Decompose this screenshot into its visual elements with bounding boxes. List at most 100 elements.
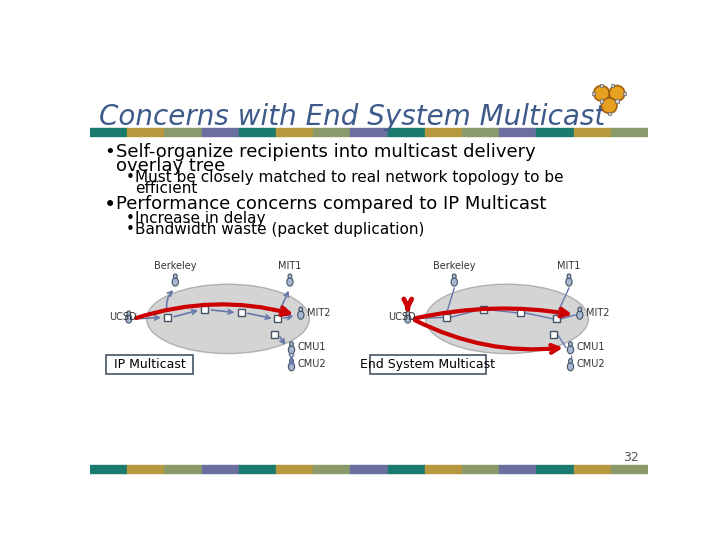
Bar — [499, 128, 536, 136]
Bar — [164, 128, 202, 136]
FancyBboxPatch shape — [274, 315, 281, 322]
Text: Self-organize recipients into multicast delivery: Self-organize recipients into multicast … — [117, 143, 536, 161]
FancyBboxPatch shape — [517, 309, 523, 316]
Text: •: • — [104, 143, 114, 161]
Text: •: • — [126, 222, 135, 237]
Text: CMU2: CMU2 — [577, 359, 606, 369]
Bar — [624, 92, 626, 95]
Ellipse shape — [287, 278, 293, 286]
Ellipse shape — [297, 311, 304, 319]
Ellipse shape — [172, 278, 179, 286]
Ellipse shape — [569, 359, 572, 363]
Bar — [608, 112, 611, 115]
Bar — [425, 128, 462, 136]
Ellipse shape — [452, 274, 456, 279]
FancyBboxPatch shape — [107, 355, 193, 374]
Bar — [127, 465, 164, 473]
Bar — [574, 128, 611, 136]
Text: MIT1: MIT1 — [557, 261, 580, 271]
Text: Bandwidth waste (packet duplication): Bandwidth waste (packet duplication) — [135, 222, 424, 237]
FancyBboxPatch shape — [271, 331, 278, 338]
Ellipse shape — [405, 315, 411, 323]
Bar — [593, 92, 595, 95]
Text: Berkeley: Berkeley — [433, 261, 475, 271]
Bar — [574, 465, 611, 473]
FancyArrowPatch shape — [136, 315, 159, 320]
Ellipse shape — [569, 342, 572, 346]
FancyArrowPatch shape — [415, 308, 568, 318]
Bar — [351, 128, 387, 136]
Bar — [239, 128, 276, 136]
FancyBboxPatch shape — [164, 314, 171, 321]
FancyArrowPatch shape — [415, 320, 559, 353]
Text: CMU2: CMU2 — [297, 359, 326, 369]
Text: •: • — [126, 211, 135, 226]
Bar — [387, 465, 425, 473]
Bar — [313, 465, 351, 473]
Ellipse shape — [451, 278, 457, 286]
Bar — [611, 465, 648, 473]
FancyArrowPatch shape — [166, 292, 172, 311]
Bar — [462, 465, 499, 473]
Text: efficient: efficient — [135, 181, 197, 196]
Ellipse shape — [578, 307, 582, 312]
Text: Concerns with End System Multicast: Concerns with End System Multicast — [99, 103, 606, 131]
Bar — [425, 465, 462, 473]
Bar — [127, 128, 164, 136]
FancyBboxPatch shape — [480, 306, 487, 313]
Bar — [351, 465, 387, 473]
FancyArrowPatch shape — [280, 336, 284, 343]
Ellipse shape — [147, 284, 310, 354]
Ellipse shape — [567, 362, 574, 371]
Ellipse shape — [289, 346, 294, 354]
Circle shape — [594, 85, 609, 101]
Text: Must be closely matched to real network topology to be: Must be closely matched to real network … — [135, 170, 564, 185]
FancyArrowPatch shape — [248, 313, 270, 319]
Circle shape — [609, 85, 625, 101]
Bar — [90, 465, 127, 473]
Bar — [462, 128, 499, 136]
FancyBboxPatch shape — [370, 355, 486, 374]
Text: Berkeley: Berkeley — [154, 261, 197, 271]
Text: Performance concerns compared to IP Multicast: Performance concerns compared to IP Mult… — [117, 195, 546, 213]
Ellipse shape — [125, 315, 132, 323]
Bar — [611, 128, 648, 136]
Ellipse shape — [289, 362, 294, 371]
Ellipse shape — [299, 307, 302, 312]
Text: MIT2: MIT2 — [307, 308, 330, 318]
Circle shape — [601, 98, 617, 113]
FancyBboxPatch shape — [550, 331, 557, 338]
Ellipse shape — [406, 311, 410, 315]
Bar — [276, 128, 313, 136]
Text: •: • — [104, 195, 116, 215]
Text: CMU1: CMU1 — [297, 342, 326, 353]
Bar — [499, 465, 536, 473]
Ellipse shape — [174, 274, 177, 279]
FancyArrowPatch shape — [174, 310, 197, 316]
Text: •: • — [126, 170, 135, 185]
FancyArrowPatch shape — [136, 305, 289, 318]
Text: MIT2: MIT2 — [586, 308, 610, 318]
FancyBboxPatch shape — [238, 309, 245, 316]
Ellipse shape — [567, 346, 574, 354]
Text: CMU1: CMU1 — [577, 342, 606, 353]
Ellipse shape — [566, 278, 572, 286]
Text: 32: 32 — [623, 451, 639, 464]
Text: overlay tree: overlay tree — [117, 157, 225, 175]
Bar — [202, 465, 239, 473]
Bar — [616, 99, 618, 103]
Bar — [387, 128, 425, 136]
Bar — [313, 128, 351, 136]
Text: Increase in delay: Increase in delay — [135, 211, 266, 226]
FancyBboxPatch shape — [553, 315, 560, 322]
FancyArrowPatch shape — [284, 315, 292, 320]
Ellipse shape — [127, 311, 130, 315]
Ellipse shape — [567, 274, 571, 279]
Ellipse shape — [289, 359, 294, 363]
Bar — [600, 84, 603, 87]
Ellipse shape — [577, 311, 583, 319]
Text: UCSD: UCSD — [388, 312, 416, 322]
Bar — [202, 128, 239, 136]
FancyArrowPatch shape — [289, 354, 294, 365]
Bar — [536, 128, 574, 136]
